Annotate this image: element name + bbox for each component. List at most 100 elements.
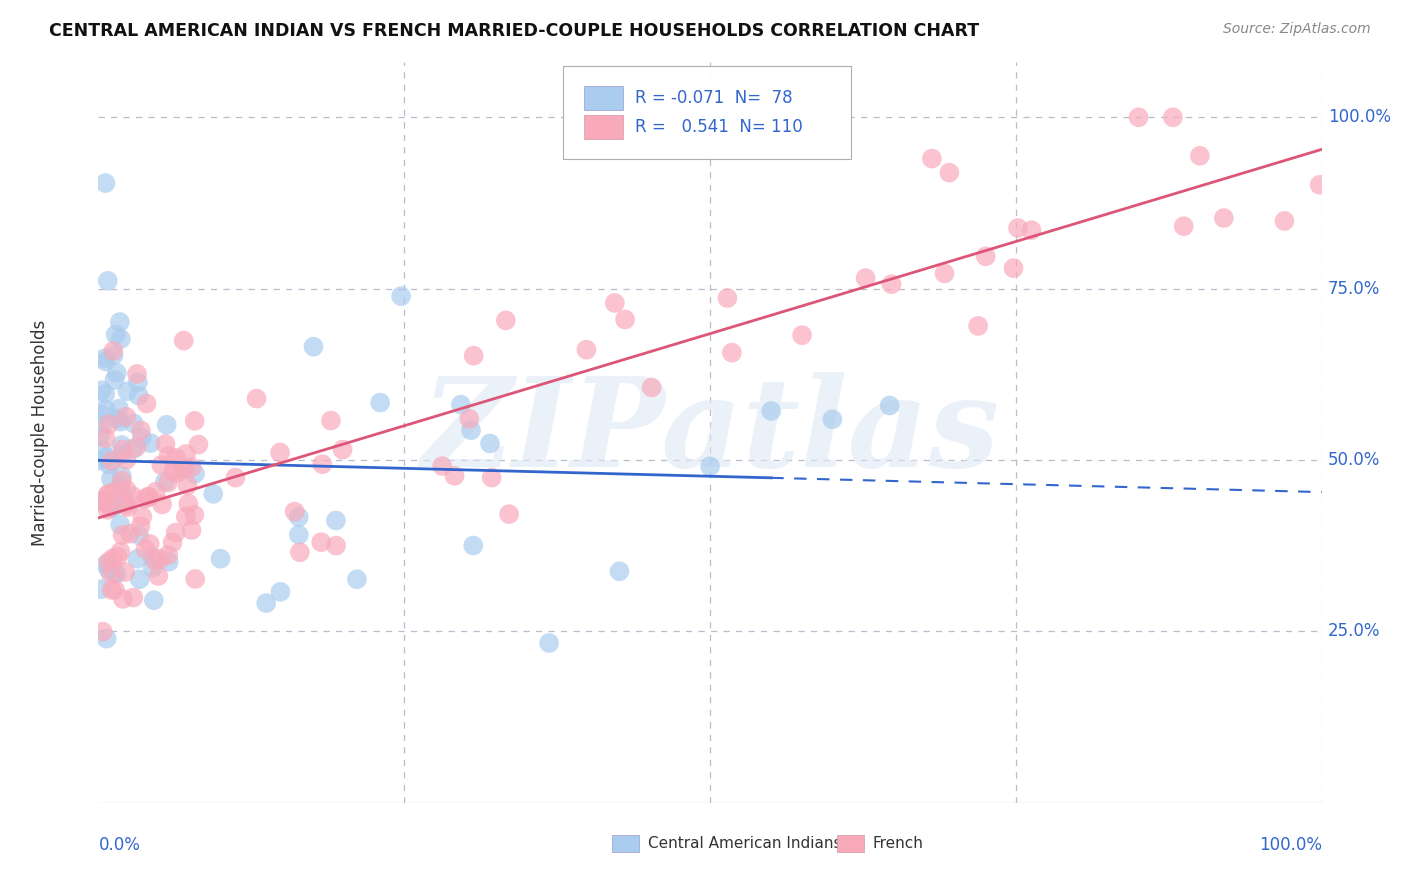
Point [716,291,738,305]
Point [117,384,139,399]
Point [921,152,943,166]
Point [101,454,124,468]
Point [325,539,347,553]
Point [150,458,173,472]
Text: CENTRAL AMERICAN INDIAN VS FRENCH MARRIED-COUPLE HOUSEHOLDS CORRELATION CHART: CENTRAL AMERICAN INDIAN VS FRENCH MARRIE… [49,22,980,40]
Point [91,417,114,432]
Point [111,474,134,488]
Text: Married-couple Households: Married-couple Households [31,319,49,546]
Point [114,565,136,579]
Point [156,475,179,490]
Point [96,632,118,646]
Point [104,327,127,342]
Point [288,528,311,542]
Point [101,551,124,566]
Point [967,318,990,333]
Point [89,429,111,443]
Point [463,349,485,363]
Text: French: French [873,836,924,851]
Point [176,478,198,492]
Point [721,345,744,359]
Point [575,343,598,357]
Point [938,166,960,180]
Text: 0.0%: 0.0% [98,836,141,855]
Point [107,411,129,425]
Point [100,582,122,597]
Point [94,176,117,190]
Point [93,351,115,366]
Point [90,407,112,421]
Point [1021,223,1043,237]
Point [855,271,877,285]
Point [1007,221,1029,235]
Point [117,500,139,515]
Text: 100.0%: 100.0% [1258,836,1322,855]
Point [245,392,267,406]
Point [111,438,134,452]
Point [155,437,177,451]
Point [1188,149,1211,163]
Point [121,489,143,503]
Point [103,500,125,514]
Point [115,452,138,467]
Point [284,505,307,519]
Point [1002,261,1025,276]
Point [96,498,118,512]
Point [202,487,225,501]
Point [325,513,347,527]
Point [136,490,159,504]
Point [111,591,134,606]
Point [614,312,637,326]
Point [224,470,246,484]
Point [183,414,205,428]
Point [165,525,187,540]
Point [105,566,128,581]
Point [103,484,125,499]
Point [332,442,354,457]
Point [129,424,152,438]
Point [302,340,325,354]
Point [100,500,122,515]
Point [135,396,157,410]
Bar [583,115,623,138]
Text: R = -0.071  N=  78: R = -0.071 N= 78 [636,89,793,107]
Point [98,458,121,472]
Point [174,447,197,461]
Point [108,517,131,532]
Point [209,551,232,566]
Point [142,560,165,574]
Point [184,467,207,481]
Point [478,436,501,450]
Point [761,404,783,418]
Point [156,417,179,432]
Point [91,443,114,458]
Point [790,328,813,343]
Point [145,484,167,499]
Point [974,249,997,263]
Point [118,526,141,541]
Point [93,495,115,509]
Point [89,453,111,467]
Point [100,471,122,485]
Point [603,296,626,310]
Point [111,469,134,483]
Text: 75.0%: 75.0% [1327,280,1381,298]
Point [94,558,117,572]
Point [165,450,187,465]
Point [288,545,311,559]
Point [142,550,165,565]
Point [127,376,149,390]
Point [125,367,148,381]
Point [110,479,132,493]
Point [149,551,172,566]
Point [157,449,180,463]
Point [143,553,166,567]
Point [172,461,194,475]
FancyBboxPatch shape [564,66,851,159]
Point [180,523,202,537]
Point [110,415,132,429]
Point [97,274,120,288]
Point [108,401,131,416]
Point [128,389,150,403]
Point [110,332,132,346]
